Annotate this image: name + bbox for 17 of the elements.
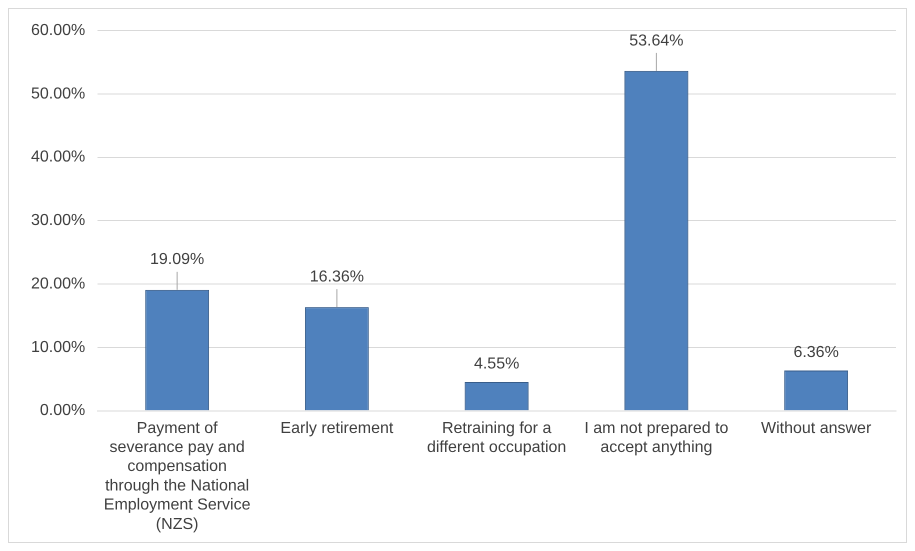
x-tick-label: Payment of severance pay and compensation through the National Employment Service (NZS) — [104, 420, 251, 533]
x-tick-label: Without answer — [760, 420, 872, 437]
y-tick-label: 20.00% — [31, 275, 86, 292]
x-tick-label: Retraining for a different occupation — [426, 420, 566, 456]
y-tick-label: 0.00% — [40, 402, 86, 420]
data-label: 53.64% — [629, 32, 684, 50]
y-tick-label: 30.00% — [31, 212, 86, 230]
data-label: 4.55% — [474, 355, 520, 372]
x-tick-label: I am not prepared to accept anything — [584, 420, 729, 456]
y-tick-label: 10.00% — [31, 338, 86, 356]
x-tick-label: Early retirement — [280, 420, 394, 437]
y-tick-label: 60.00% — [31, 22, 86, 40]
y-tick-label: 50.00% — [31, 85, 86, 102]
data-label: 6.36% — [793, 344, 839, 361]
y-tick-label: 40.00% — [31, 148, 86, 166]
data-label: 19.09% — [150, 251, 204, 268]
data-label: 16.36% — [310, 268, 364, 286]
